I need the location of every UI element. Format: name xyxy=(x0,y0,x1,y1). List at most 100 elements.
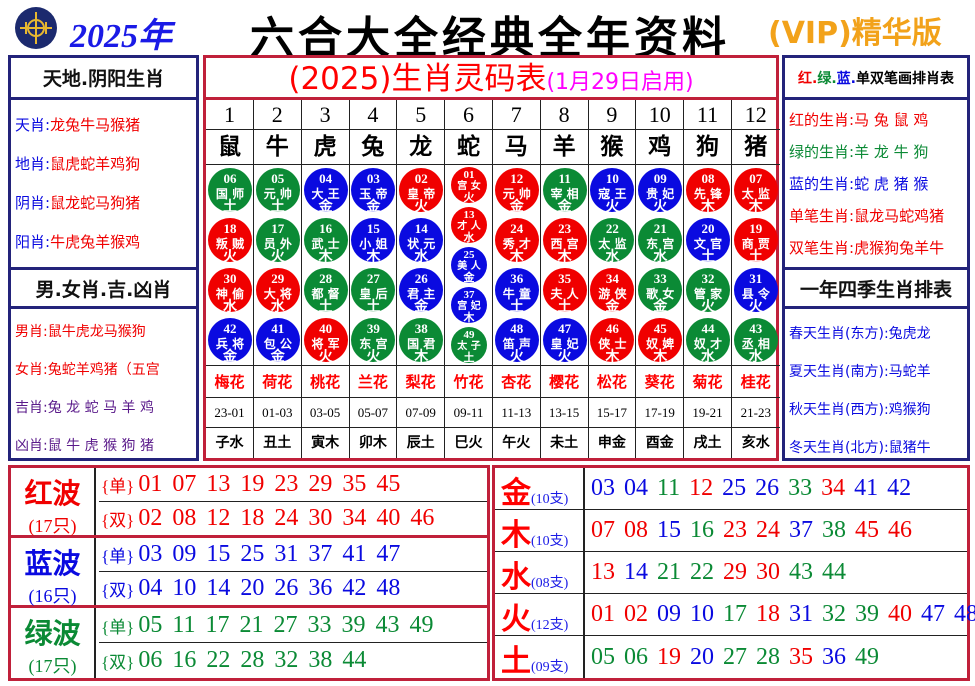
ball-element: 木 xyxy=(414,349,429,365)
element-number: 42 xyxy=(887,475,912,501)
element-name: 火 xyxy=(501,602,531,637)
element-number: 05 xyxy=(591,643,615,670)
wave-number: 31 xyxy=(274,540,299,567)
ball-element: 水 xyxy=(653,249,668,265)
ball-number: 26 xyxy=(414,271,428,286)
zodiac-animal: 兔 xyxy=(349,130,397,165)
ball-number: 29 xyxy=(271,271,285,286)
wave-number: 10 xyxy=(172,574,197,601)
element-number: 14 xyxy=(624,559,648,585)
ball-element: 木 xyxy=(701,199,715,215)
title-part: 蓝. xyxy=(836,70,856,87)
item-value: 龙兔牛马猴猪 xyxy=(50,116,141,134)
item-value: 鸡猴狗 xyxy=(888,402,931,418)
time-range: 05-07 xyxy=(349,398,397,428)
element-number: 45 xyxy=(855,517,879,543)
element-number: 27 xyxy=(723,643,747,670)
wave-number: 20 xyxy=(240,574,265,601)
element-number: 16 xyxy=(690,517,714,543)
element-number: 35 xyxy=(789,643,813,670)
flower-label: 杏花 xyxy=(492,365,540,398)
ball-number: 09 xyxy=(653,171,667,186)
element-count: (08支) xyxy=(531,576,569,591)
zodiac-column: 12 猪 07 太 监木 19 商 贾土 31 县 令火 43 丞 相水 桂花 21-23 亥… xyxy=(731,100,780,458)
yin-yang-title: 天地.阴阳生肖 xyxy=(11,58,196,100)
wave-group: 蓝波 (16只) {单} 03 09 15 25 31 37 41 47 {双} 04 10 14 20 26… xyxy=(11,538,487,608)
ball-title: 宫 妃 xyxy=(457,301,481,312)
time-range: 07-09 xyxy=(397,398,445,428)
zodiac-animal: 鼠 xyxy=(206,130,253,165)
column-number: 4 xyxy=(349,100,397,130)
wave-number: 13 xyxy=(206,470,231,497)
ball-number: 41 xyxy=(271,321,285,336)
ball-title: 管 家 xyxy=(693,287,723,301)
wave-number: 35 xyxy=(342,470,367,497)
item-key: 阴肖 xyxy=(15,194,46,212)
five-elements-table: 金(10支) 03 04 11 12 25 26 33 34 41 42 木(10支) 07 08 1… xyxy=(492,465,975,681)
gender-luck-title: 男.女肖.吉.凶肖 xyxy=(11,267,196,309)
element-number: 19 xyxy=(657,643,681,670)
item-key: 冬天生肖(北方) xyxy=(789,440,884,456)
ball-number: 15 xyxy=(366,221,380,236)
number-ball: 10 寇 王火 xyxy=(590,168,635,214)
ball-number: 24 xyxy=(510,221,524,236)
number-ball: 17 员 外火 xyxy=(255,218,300,264)
item-value: 牛虎兔羊猴鸡 xyxy=(50,233,141,251)
element-row: 火(12支) 01 02 09 10 17 18 31 32 39 40 47 48 xyxy=(495,594,975,637)
ball-title: 侠 士 xyxy=(598,337,627,351)
list-item: 阴肖:鼠龙蛇马狗猪 xyxy=(15,194,141,212)
column-number: 12 xyxy=(731,100,780,130)
number-ball: 13 才 人水 xyxy=(451,207,487,243)
number-ball: 06 国 师土 xyxy=(208,168,252,214)
wave-number: 45 xyxy=(376,470,401,497)
ball-title: 状 元 xyxy=(407,237,436,251)
number-ball: 39 东 宫火 xyxy=(351,318,396,364)
ball-title: 东 宫 xyxy=(646,237,675,251)
ball-title: 游 侠 xyxy=(598,287,627,301)
element-number: 38 xyxy=(822,517,846,543)
ball-element: 土 xyxy=(748,249,763,265)
table-subtitle: (1月29日启用) xyxy=(546,70,694,95)
item-key: 秋天生肖(西方) xyxy=(789,402,884,418)
wave-number: 28 xyxy=(240,647,265,673)
ball-element: 土 xyxy=(701,249,715,265)
number-ball: 03 玉 帝金 xyxy=(351,168,396,215)
element-name: 金 xyxy=(501,476,531,511)
column-number: 6 xyxy=(445,100,492,130)
wave-number: 25 xyxy=(240,540,265,567)
item-value: 虎猴狗兔羊牛 xyxy=(854,239,945,257)
element-number: 04 xyxy=(624,475,648,501)
ball-element: 木 xyxy=(318,249,333,265)
ball-title: 文 官 xyxy=(693,237,723,251)
seasons-title: 一年四季生肖排表 xyxy=(785,267,967,309)
column-number: 8 xyxy=(540,100,588,130)
ball-title: 奴 婢 xyxy=(646,337,675,351)
ball-number: 27 xyxy=(366,271,380,286)
ball-title: 奴 才 xyxy=(693,337,723,351)
ball-number: 20 xyxy=(701,221,715,236)
ball-title: 贵 妃 xyxy=(646,187,675,201)
ball-title: 国 师 xyxy=(215,187,245,201)
element-number: 09 xyxy=(657,601,681,627)
even-label: {双} xyxy=(101,510,135,530)
ball-title: 宫 女 xyxy=(457,181,481,192)
ball-number: 02 xyxy=(414,171,428,186)
ball-title: 兵 将 xyxy=(215,337,245,351)
ball-number: 44 xyxy=(701,321,715,336)
ball-element: 水 xyxy=(748,349,763,365)
color-wave-table: 红波 (17只) {单} 01 07 13 19 23 29 35 45 {双} 02 08 12 18 24… xyxy=(8,465,490,681)
earthly-branch: 丑土 xyxy=(263,435,292,451)
earthly-branch: 巳火 xyxy=(454,435,483,451)
list-item: 冬天生肖(北方):鼠猪牛 xyxy=(789,440,931,456)
column-number: 3 xyxy=(301,100,349,130)
element-number: 33 xyxy=(788,475,813,501)
ball-title: 皇 妃 xyxy=(550,337,579,351)
element-number: 39 xyxy=(855,601,879,627)
table-title: (2025)生肖灵码表(1月29日启用) xyxy=(206,58,776,100)
wave-number: 11 xyxy=(172,611,196,638)
number-ball: 42 兵 将金 xyxy=(208,318,252,364)
item-value: 鼠 牛 虎 猴 狗 猪 xyxy=(47,438,154,454)
ball-element: 金 xyxy=(366,199,381,215)
element-number: 24 xyxy=(756,517,780,543)
number-ball: 47 皇 妃火 xyxy=(542,318,587,364)
